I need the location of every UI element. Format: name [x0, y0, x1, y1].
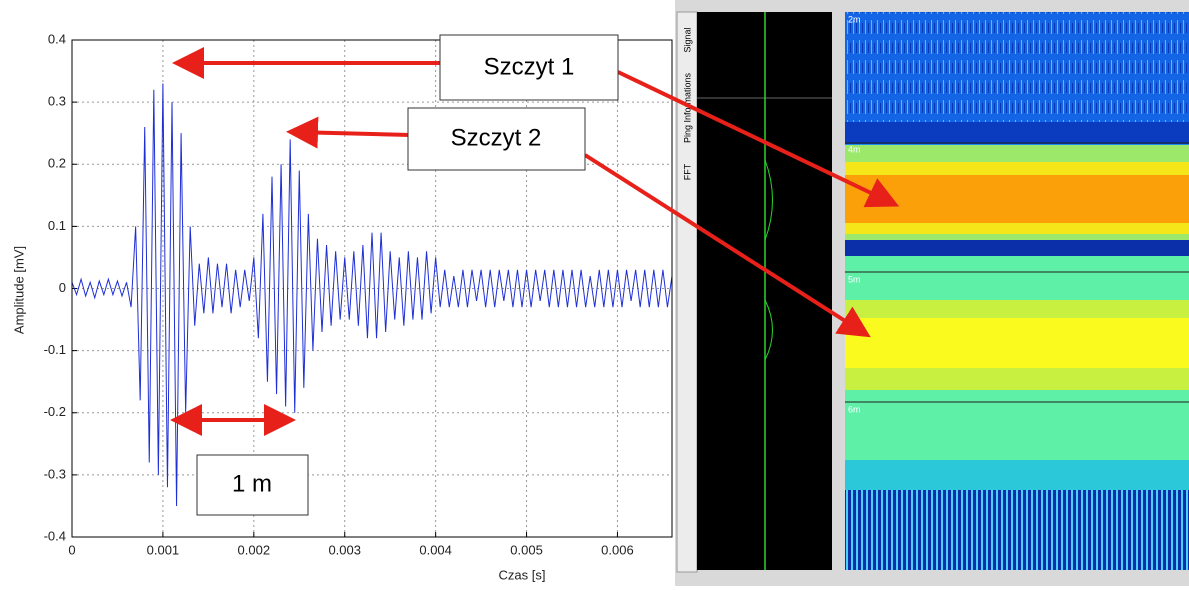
x-tick-label: 0.002: [238, 542, 271, 557]
annotations: Szczyt 1 Szczyt 2 1 m: [170, 34, 900, 516]
tab: Ping Informations: [682, 72, 692, 143]
arrow: [617, 70, 900, 208]
y-tick-label: 0.4: [48, 31, 66, 46]
depth-label: 5m: [848, 274, 861, 284]
signal-line: [71, 83, 673, 506]
x-tick-label: 0.006: [601, 542, 634, 557]
x-tick-label: 0: [68, 542, 75, 557]
depth-label: 6m: [848, 404, 861, 414]
y-tick-label: 0: [59, 280, 66, 295]
callout-box: [439, 34, 619, 101]
x-tick-label: 0.005: [510, 542, 543, 557]
band: [845, 122, 1189, 144]
depth-label: 2m: [848, 14, 861, 24]
depth-label: 4m: [848, 144, 861, 154]
y-tick-label: 0.2: [48, 156, 66, 171]
x-tick-label: 0.004: [419, 542, 452, 557]
band: [845, 12, 1189, 122]
x-axis-title: Czas [s]: [499, 567, 546, 582]
y-tick-label: -0.1: [44, 342, 66, 357]
arrow: [583, 153, 871, 338]
band: [845, 460, 1189, 490]
y-tick-label: -0.3: [44, 466, 66, 481]
tab: FFT: [682, 163, 692, 180]
y-tick-label: 0.1: [48, 218, 66, 233]
signal-bulge: [764, 159, 773, 361]
band: [845, 175, 1189, 223]
callout: 1 m: [232, 470, 272, 497]
band: [845, 490, 1189, 570]
y-tick-label: -0.4: [44, 528, 66, 543]
band: [845, 240, 1189, 256]
plot-frame: [71, 39, 673, 538]
y-axis-title: Amplitude [mV]: [11, 246, 26, 334]
y-tick-label: -0.2: [44, 404, 66, 419]
callout: Szczyt 2: [451, 124, 542, 151]
arrow: [286, 116, 411, 149]
sonar-panel: Signal Ping Informations FFT 2m 4m 5m 6m: [675, 0, 1189, 586]
callout-box: [407, 107, 586, 171]
y-tick-label: 0.3: [48, 94, 66, 109]
band: [845, 318, 1189, 368]
callout: Szczyt 1: [484, 53, 575, 80]
callout-box: [196, 454, 309, 516]
x-tick-label: 0.003: [328, 542, 361, 557]
tab: Signal: [682, 27, 692, 52]
x-tick-label: 0.001: [147, 542, 180, 557]
